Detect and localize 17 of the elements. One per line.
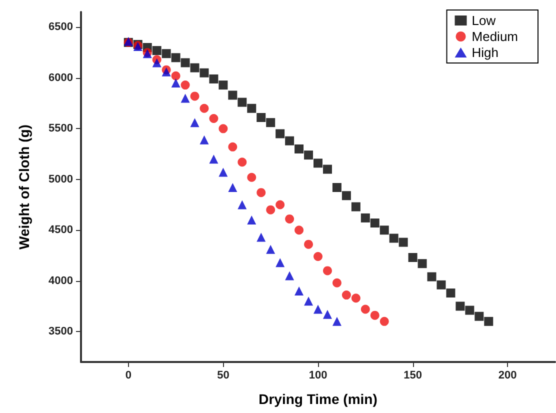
y-tick-label: 5500: [48, 122, 73, 135]
x-tick-label: 0: [125, 370, 132, 382]
y-tick-label: 5000: [48, 173, 73, 186]
legend-label: High: [472, 45, 499, 60]
y-tick-label: 6500: [48, 21, 73, 34]
x-tick-label: 150: [404, 370, 422, 382]
y-tick-label: 6000: [48, 72, 73, 84]
y-tick-label: 4000: [48, 274, 73, 287]
y-tick-label: 4500: [48, 224, 73, 236]
x-axis-title: Drying Time (min): [258, 391, 378, 407]
x-tick-label: 100: [308, 370, 328, 382]
x-tick-label: 50: [217, 370, 230, 382]
legend-label: Medium: [472, 29, 518, 44]
y-tick-label: 3500: [48, 326, 73, 338]
x-tick-label: 200: [498, 370, 517, 382]
y-axis-title: Weight of Cloth (g): [16, 124, 32, 250]
legend-label: Low: [472, 13, 496, 28]
